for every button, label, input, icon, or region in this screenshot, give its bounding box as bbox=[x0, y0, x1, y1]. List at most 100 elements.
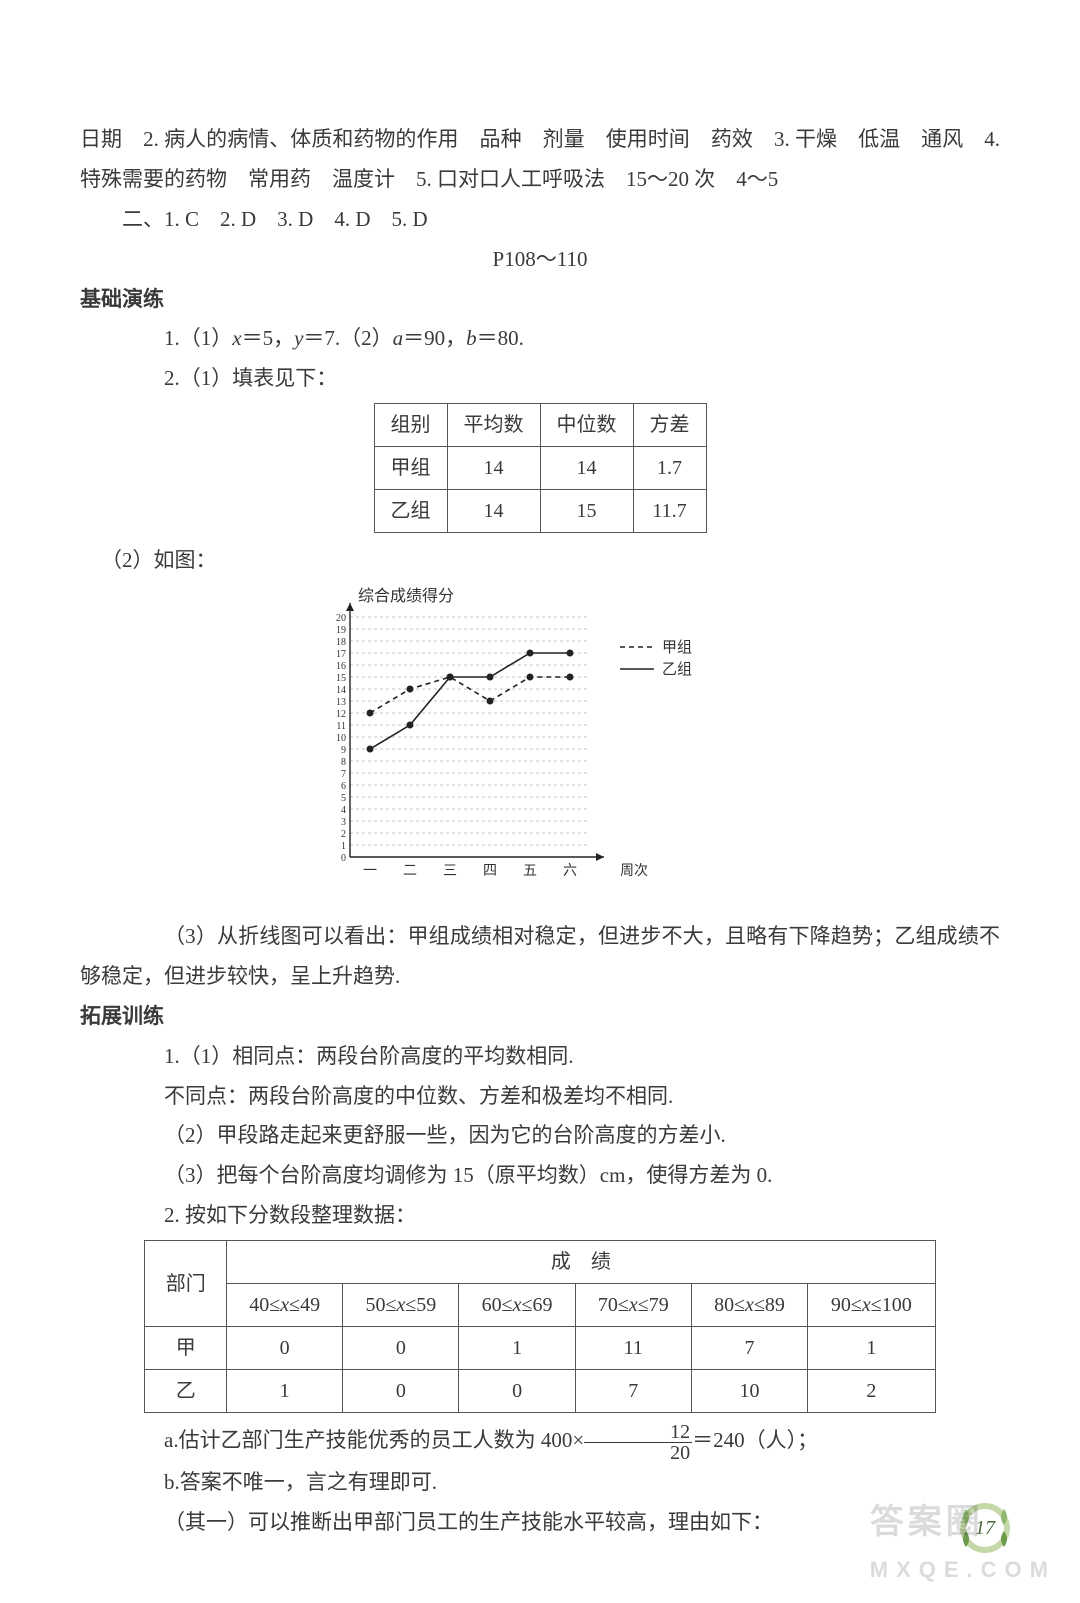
table-row: 乙 1 0 0 7 10 2 bbox=[145, 1370, 935, 1413]
table-cell: 2 bbox=[808, 1370, 936, 1413]
svg-text:16: 16 bbox=[336, 661, 346, 672]
svg-text:五: 五 bbox=[523, 864, 537, 879]
svg-text:2: 2 bbox=[341, 829, 346, 840]
table-cell: 1 bbox=[227, 1370, 343, 1413]
table-header: 60≤x≤69 bbox=[459, 1284, 575, 1327]
section-1-title: 基础演练 bbox=[80, 280, 1000, 320]
s1-line-2: 2.（1）填表见下： bbox=[80, 359, 1000, 399]
svg-text:5: 5 bbox=[341, 793, 346, 804]
table-cell: 7 bbox=[575, 1370, 691, 1413]
table-header: 成 绩 bbox=[227, 1241, 936, 1284]
svg-text:二: 二 bbox=[403, 864, 417, 879]
carryover-line-2: 二、1. C 2. D 3. D 4. D 5. D bbox=[80, 200, 1000, 240]
s2-calc-prefix: a.估计乙部门生产技能优秀的员工人数为 400× bbox=[164, 1428, 584, 1452]
table-header: 中位数 bbox=[540, 404, 633, 447]
table-row: 甲组 14 14 1.7 bbox=[374, 447, 706, 490]
svg-text:三: 三 bbox=[443, 864, 457, 879]
table-cell: 1 bbox=[459, 1327, 575, 1370]
table-cell: 14 bbox=[540, 447, 633, 490]
table-header: 方差 bbox=[633, 404, 706, 447]
table-cell: 1 bbox=[808, 1327, 936, 1370]
svg-text:四: 四 bbox=[483, 864, 497, 879]
svg-text:19: 19 bbox=[336, 625, 346, 636]
table-row: 组别 平均数 中位数 方差 bbox=[374, 404, 706, 447]
table-cell: 1.7 bbox=[633, 447, 706, 490]
svg-text:周次: 周次 bbox=[620, 863, 648, 879]
svg-text:8: 8 bbox=[341, 757, 346, 768]
svg-text:3: 3 bbox=[341, 817, 346, 828]
table-cell: 7 bbox=[691, 1327, 807, 1370]
s1-fig-label: （2）如图： bbox=[80, 541, 1000, 581]
table-cell: 11.7 bbox=[633, 490, 706, 533]
svg-text:1: 1 bbox=[341, 841, 346, 852]
s2-line-5: 2. 按如下分数段整理数据： bbox=[80, 1196, 1000, 1236]
s2-line-1: 1.（1）相同点：两段台阶高度的平均数相同. bbox=[80, 1037, 1000, 1077]
s2-line-3: （2）甲段路走起来更舒服一些，因为它的台阶高度的方差小. bbox=[80, 1116, 1000, 1156]
s2-calc-suffix: ＝240（人）； bbox=[692, 1428, 818, 1452]
s2-calc-line: a.估计乙部门生产技能优秀的员工人数为 400×1220＝240（人）； bbox=[80, 1421, 1000, 1463]
svg-text:11: 11 bbox=[336, 721, 346, 732]
svg-text:10: 10 bbox=[336, 733, 346, 744]
fraction-numerator: 12 bbox=[584, 1422, 692, 1443]
table-header: 90≤x≤100 bbox=[808, 1284, 936, 1327]
table-header: 平均数 bbox=[447, 404, 540, 447]
svg-text:7: 7 bbox=[341, 769, 346, 780]
table-header: 70≤x≤79 bbox=[575, 1284, 691, 1327]
table-cell: 14 bbox=[447, 490, 540, 533]
svg-text:乙组: 乙组 bbox=[662, 661, 692, 678]
svg-text:六: 六 bbox=[563, 863, 577, 879]
table-header: 组别 bbox=[374, 404, 447, 447]
table-cell: 0 bbox=[459, 1370, 575, 1413]
svg-text:甲组: 甲组 bbox=[662, 639, 692, 656]
table-cell: 15 bbox=[540, 490, 633, 533]
table-cell: 0 bbox=[343, 1327, 459, 1370]
fraction: 1220 bbox=[584, 1422, 692, 1463]
svg-text:9: 9 bbox=[341, 745, 346, 756]
table-cell: 0 bbox=[343, 1370, 459, 1413]
page-root: 日期 2. 病人的病情、体质和药物的作用 品种 剂量 使用时间 药效 3. 干燥… bbox=[0, 0, 1080, 1603]
section-2-title: 拓展训练 bbox=[80, 997, 1000, 1037]
fraction-denominator: 20 bbox=[584, 1443, 692, 1463]
s1-para-3: （3）从折线图可以看出：甲组成绩相对稳定，但进步不大，且略有下降趋势；乙组成绩不… bbox=[80, 917, 1000, 997]
table-2: 部门 成 绩 40≤x≤49 50≤x≤59 60≤x≤69 70≤x≤79 8… bbox=[144, 1240, 935, 1413]
svg-text:一: 一 bbox=[363, 864, 377, 879]
svg-text:12: 12 bbox=[336, 709, 346, 720]
table-header: 部门 bbox=[145, 1241, 227, 1327]
table-cell: 乙 bbox=[145, 1370, 227, 1413]
table-header: 40≤x≤49 bbox=[227, 1284, 343, 1327]
table-header: 80≤x≤89 bbox=[691, 1284, 807, 1327]
table-row: 甲 0 0 1 11 7 1 bbox=[145, 1327, 935, 1370]
table-row: 40≤x≤49 50≤x≤59 60≤x≤69 70≤x≤79 80≤x≤89 … bbox=[145, 1284, 935, 1327]
line-chart-wrap: 01234567891011121314151617181920综合成绩得分一二… bbox=[80, 587, 1000, 911]
s2-line-4: （3）把每个台阶高度均调修为 15（原平均数）cm，使得方差为 0. bbox=[80, 1156, 1000, 1196]
s1-line-1: 1.（1）x＝5，y＝7.（2）a＝90，b＝80. bbox=[80, 319, 1000, 359]
s2-line-b: b.答案不唯一，言之有理即可. bbox=[80, 1463, 1000, 1503]
table-header: 50≤x≤59 bbox=[343, 1284, 459, 1327]
line-chart: 01234567891011121314151617181920综合成绩得分一二… bbox=[290, 587, 790, 897]
page-ref: P108～110 bbox=[80, 240, 1000, 280]
svg-text:20: 20 bbox=[336, 613, 346, 624]
svg-text:17: 17 bbox=[336, 649, 346, 660]
table-cell: 甲组 bbox=[374, 447, 447, 490]
table-cell: 14 bbox=[447, 447, 540, 490]
table-cell: 10 bbox=[691, 1370, 807, 1413]
page-number-badge: 17 bbox=[956, 1499, 1014, 1557]
svg-text:6: 6 bbox=[341, 781, 346, 792]
table-1: 组别 平均数 中位数 方差 甲组 14 14 1.7 乙组 14 15 11.7 bbox=[374, 403, 707, 533]
table-cell: 乙组 bbox=[374, 490, 447, 533]
s2-line-2: 不同点：两段台阶高度的中位数、方差和极差均不相同. bbox=[80, 1077, 1000, 1117]
svg-text:14: 14 bbox=[336, 685, 346, 696]
table-cell: 0 bbox=[227, 1327, 343, 1370]
table-row: 乙组 14 15 11.7 bbox=[374, 490, 706, 533]
svg-text:15: 15 bbox=[336, 673, 346, 684]
table-row: 部门 成 绩 bbox=[145, 1241, 935, 1284]
page-number: 17 bbox=[956, 1499, 1014, 1557]
svg-text:13: 13 bbox=[336, 697, 346, 708]
s2-line-c: （其一）可以推断出甲部门员工的生产技能水平较高，理由如下： bbox=[80, 1503, 1000, 1543]
table-cell: 甲 bbox=[145, 1327, 227, 1370]
svg-text:综合成绩得分: 综合成绩得分 bbox=[358, 587, 454, 605]
carryover-line-1: 日期 2. 病人的病情、体质和药物的作用 品种 剂量 使用时间 药效 3. 干燥… bbox=[80, 120, 1000, 200]
table-cell: 11 bbox=[575, 1327, 691, 1370]
s1-line-1-text: 1.（1）x＝5，y＝7.（2）a＝90，b＝80. bbox=[164, 326, 524, 350]
svg-text:0: 0 bbox=[341, 853, 346, 864]
